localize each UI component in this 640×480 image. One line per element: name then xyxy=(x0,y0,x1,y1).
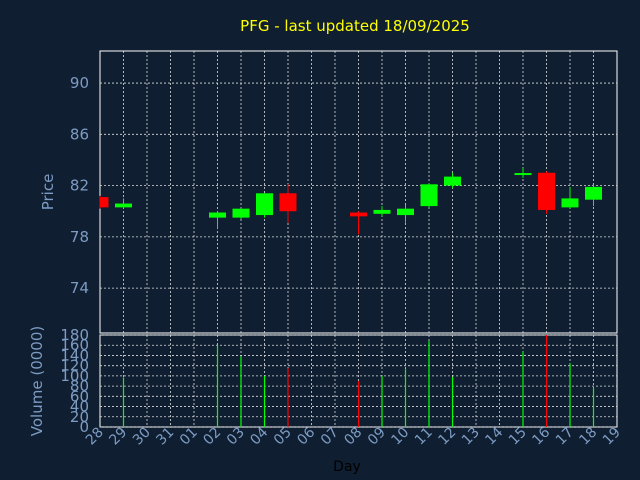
volume-tick-label: 40 xyxy=(70,398,89,416)
price-axis-label: Price xyxy=(39,174,57,211)
x-tick-label: 03 xyxy=(224,425,248,449)
x-tick-label: 14 xyxy=(482,424,506,448)
x-tick-label: 29 xyxy=(106,425,130,449)
x-tick-label: 08 xyxy=(341,425,365,449)
volume-tick-label: 0 xyxy=(79,418,89,436)
volume-axis-label: Volume (0000) xyxy=(28,326,46,436)
volume-tick-label: 80 xyxy=(70,377,89,395)
candle-body xyxy=(444,176,461,186)
candle-body xyxy=(514,173,532,176)
candle-body xyxy=(115,203,132,208)
volume-tick-label: 100 xyxy=(60,367,89,385)
x-tick-label: 31 xyxy=(153,425,177,449)
price-tick-label: 78 xyxy=(70,228,89,246)
x-tick-label: 16 xyxy=(529,424,553,448)
x-tick-label: 15 xyxy=(506,425,530,449)
x-axis: 28 29 30 31 01 02 03 04 05 06 07 08 09 10 11 12 13 14 15 16… xyxy=(83,424,624,448)
x-tick-label: 10 xyxy=(388,425,412,449)
x-tick-label: 04 xyxy=(247,424,271,448)
candle-body xyxy=(256,193,273,216)
candle-body xyxy=(279,193,297,212)
x-tick-label: 19 xyxy=(600,425,624,449)
x-tick-label: 07 xyxy=(318,425,342,449)
x-tick-label: 18 xyxy=(576,425,600,449)
price-tick-label: 90 xyxy=(70,74,89,92)
candle-body xyxy=(538,172,555,210)
chart-title: PFG - last updated 18/09/2025 xyxy=(240,17,470,35)
candle-body xyxy=(373,209,391,214)
volume-tick-label: 120 xyxy=(60,357,89,375)
x-tick-label: 13 xyxy=(459,425,483,449)
x-tick-label: 17 xyxy=(553,425,577,449)
candle-body xyxy=(397,208,414,216)
x-tick-label: 30 xyxy=(130,425,154,449)
candle-body xyxy=(350,212,367,217)
x-tick-label: 11 xyxy=(412,425,436,449)
x-tick-label: 09 xyxy=(365,425,389,449)
x-tick-label: 02 xyxy=(200,425,224,449)
volume-tick-label: 20 xyxy=(70,408,89,426)
candle-body xyxy=(232,208,250,218)
volume-tick-label: 140 xyxy=(60,346,89,364)
candle-body xyxy=(561,198,579,208)
candle-body xyxy=(209,212,226,218)
x-tick-label: 05 xyxy=(271,425,295,449)
x-tick-label: 12 xyxy=(435,425,459,449)
x-tick-label: 06 xyxy=(294,424,318,448)
x-tick-label: 01 xyxy=(177,425,201,449)
volume-tick-label: 60 xyxy=(70,387,89,405)
volume-tick-label: 160 xyxy=(60,336,89,354)
price-tick-label: 86 xyxy=(70,125,89,143)
candle-body xyxy=(585,186,602,200)
price-tick-label: 74 xyxy=(70,279,89,297)
x-axis-label: Day xyxy=(333,459,361,475)
volume-tick-label: 180 xyxy=(60,326,89,344)
candle-body xyxy=(100,197,109,208)
price-tick-label: 82 xyxy=(70,177,89,195)
candle-body xyxy=(420,184,438,207)
price-panel: 74 78 82 86 90 xyxy=(70,50,618,334)
